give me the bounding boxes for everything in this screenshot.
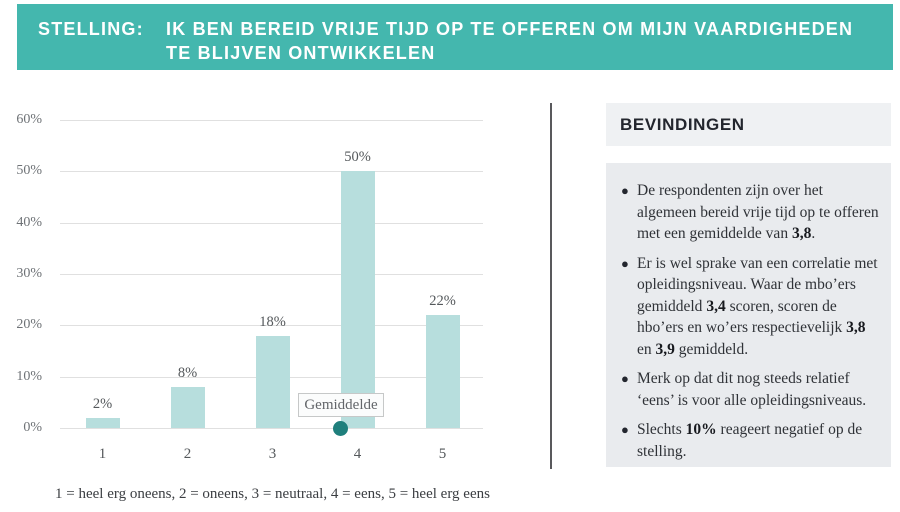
finding-highlight: 3,9: [655, 340, 675, 358]
bar-value-label: 50%: [344, 149, 371, 166]
statement-label: STELLING:: [38, 19, 144, 39]
bar-value-label: 2%: [92, 395, 113, 412]
bar-4: [340, 171, 375, 428]
finding-text: Merk op dat dit nog steeds relatief ‘een…: [637, 370, 867, 409]
gridline: [60, 222, 483, 224]
finding-highlight: 3,4: [706, 297, 726, 315]
bullet-icon: ●: [621, 255, 629, 271]
finding-text: scoren, scoren de hbo’ers en wo’ers resp…: [637, 297, 847, 337]
gridline: [60, 274, 483, 275]
finding-item: ● Er is wel sprake van een correlatie met…: [620, 253, 879, 361]
y-tick-label: 60%: [16, 112, 42, 127]
x-tick-label: 2: [183, 446, 192, 462]
finding-text: Slechts: [637, 421, 686, 438]
bullet-icon: ●: [621, 183, 629, 198]
findings-list: ● De respondenten zijn over het algemeen …: [606, 163, 891, 462]
gridline: [60, 325, 483, 327]
bullet-icon: ●: [621, 422, 629, 437]
finding-text: gemiddeld.: [674, 340, 749, 358]
bar-value-label: 22%: [429, 293, 456, 310]
gridline: [60, 120, 483, 121]
y-tick-label: 10%: [16, 368, 42, 384]
bar-2: [170, 386, 205, 428]
gridline: [60, 428, 483, 429]
finding-text: Er is wel sprake van een correlatie met …: [637, 254, 878, 315]
x-tick-label: 1: [98, 446, 107, 462]
finding-highlight: 3,8: [846, 319, 866, 336]
gridline: [60, 171, 483, 173]
findings-body-box: ● De respondenten zijn over het algemeen …: [606, 163, 891, 467]
finding-item: ● Merk op dat dit nog steeds relatief ‘ee…: [620, 368, 879, 411]
findings-title-box: BEVINDINGEN: [606, 103, 891, 146]
finding-highlight: 10%: [685, 421, 717, 438]
statement-text: IK BEN BEREID VRIJE TIJD OP TE OFFEREN O…: [166, 17, 853, 65]
y-tick-label: 0%: [23, 420, 42, 435]
bullet-icon: ●: [621, 371, 629, 386]
bar-value-label: 18%: [259, 313, 286, 330]
statement-line-2: TE BLIJVEN ONTWIKKELEN: [166, 43, 436, 63]
bar-5: [425, 315, 460, 428]
bar-1: [85, 417, 120, 428]
y-tick-label: 40%: [16, 214, 42, 230]
bar-chart: 0% 10% 20% 30% 40% 50% 60% 2% 8% 18% 50% 22% 1 2 3 4 5…: [16, 112, 490, 502]
finding-text: en: [637, 340, 656, 358]
mean-label: Gemiddelde: [298, 393, 384, 417]
mean-marker-dot: [333, 420, 348, 436]
x-tick-label: 5: [438, 446, 447, 462]
finding-text: reageert negatief op de stelling.: [637, 421, 863, 460]
y-tick-label: 50%: [16, 163, 42, 179]
bar-3: [255, 335, 290, 428]
finding-item: ● Slechts 10% reageert negatief op de ste…: [620, 419, 879, 462]
y-tick-label: 20%: [16, 317, 42, 333]
chart-footnote: 1 = heel erg oneens, 2 = oneens, 3 = neu…: [55, 486, 490, 502]
x-tick-label: 4: [353, 446, 362, 462]
finding-text: De respondenten zijn over het algemeen b…: [637, 182, 879, 242]
bar-value-label: 8%: [177, 364, 198, 381]
x-tick-label: 3: [268, 446, 277, 462]
findings-title: BEVINDINGEN: [620, 115, 745, 134]
finding-text: .: [811, 225, 816, 242]
finding-item: ● De respondenten zijn over het algemeen …: [620, 180, 879, 245]
vertical-divider: [550, 103, 552, 469]
statement-line-1: IK BEN BEREID VRIJE TIJD OP TE OFFEREN O…: [166, 19, 854, 39]
y-tick-label: 30%: [16, 266, 42, 281]
finding-highlight: 3,8: [791, 225, 812, 242]
statement-banner: STELLING: IK BEN BEREID VRIJE TIJD OP TE…: [17, 4, 893, 70]
